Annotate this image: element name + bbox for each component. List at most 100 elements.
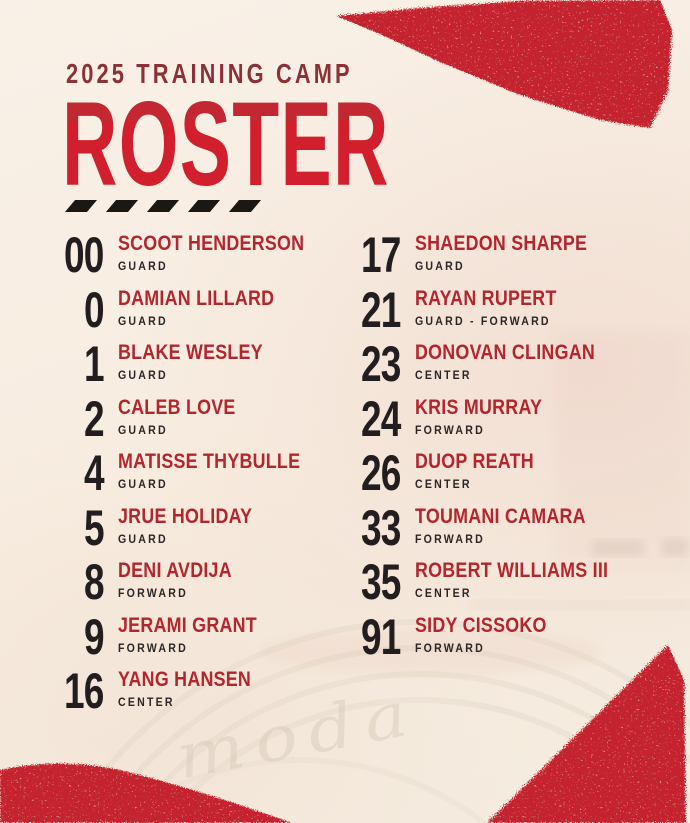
player-position: GUARD - FORWARD [415,315,551,328]
player-name: SHAEDON SHARPE [415,232,588,255]
player-name: ROBERT WILLIAMS III [415,559,609,582]
player-name: DENI AVDIJA [118,559,232,582]
roster-row: 23 DONOVAN CLINGAN CENTER [345,336,690,399]
player-name: JRUE HOLIDAY [118,504,253,528]
player-position: GUARD [118,533,168,546]
player-name: RAYAN RUPERT [415,286,557,310]
player-text: SCOOT HENDERSON GUARD [104,232,337,275]
player-position: FORWARD [118,642,188,655]
roster-row: 8 DENI AVDIJA FORWARD [0,554,345,617]
roster-row: 21 RAYAN RUPERT GUARD - FORWARD [345,281,690,345]
poster-title: ROSTER [62,77,390,211]
jersey-number: 26 [361,445,401,501]
roster-row: 91 SIDY CISSOKO FORWARD [345,608,690,672]
player-text: DUOP REATH CENTER [401,450,555,493]
player-text: DENI AVDIJA FORWARD [104,559,252,602]
bottom-left-blob-shape [0,763,292,823]
player-text: DAMIAN LILLARD GUARD [104,286,302,330]
player-position: GUARD [118,261,168,273]
player-name: TOUMANI CAMARA [415,504,586,528]
player-position: CENTER [415,479,472,491]
player-name: BLAKE WESLEY [118,341,263,364]
player-text: DONOVAN CLINGAN CENTER [401,341,627,384]
faint-pinwheel-arcs [65,619,690,823]
player-position: GUARD [415,261,465,273]
bottom-right-triangle-shape [487,645,686,823]
jersey-number: 00 [64,227,104,283]
player-position: FORWARD [415,533,485,546]
jersey-number: 16 [64,663,104,719]
roster-row: 33 TOUMANI CAMARA FORWARD [345,499,690,563]
player-text: CALEB LOVE GUARD [104,395,256,439]
player-text: RAYAN RUPERT GUARD - FORWARD [401,286,582,330]
faint-arena-photo [260,330,690,674]
player-name: DUOP REATH [415,450,534,473]
roster-row: 5 JRUE HOLIDAY GUARD [0,499,345,563]
roster-row: 2 CALEB LOVE GUARD [0,390,345,454]
player-text: YANG HANSEN CENTER [104,668,275,711]
dash-mark [64,200,98,212]
jersey-number: 35 [361,554,401,610]
player-name: YANG HANSEN [118,668,252,691]
player-name: CALEB LOVE [118,395,236,419]
jersey-number: 4 [84,445,105,501]
roster-row: 26 DUOP REATH CENTER [345,445,690,508]
player-text: JERAMI GRANT FORWARD [104,613,281,657]
player-text: MATISSE THYBULLE GUARD [104,450,332,493]
roster-row: 0 DAMIAN LILLARD GUARD [0,281,345,345]
jersey-number: 5 [84,499,105,556]
roster-column-right: 17 SHAEDON SHARPE GUARD 21 RAYAN RUPERT … [345,228,690,671]
jersey-number: 91 [361,608,401,665]
dash-mark [187,200,221,212]
player-position: CENTER [118,697,175,709]
player-text: BLAKE WESLEY GUARD [104,341,288,384]
player-text: JRUE HOLIDAY GUARD [104,504,276,548]
player-name: JERAMI GRANT [118,613,257,637]
player-position: CENTER [415,370,472,382]
jersey-number: 23 [361,336,401,392]
player-name: SCOOT HENDERSON [118,232,305,255]
player-position: CENTER [415,588,472,600]
player-position: GUARD [118,424,168,437]
jersey-number: 1 [84,336,105,392]
dash-mark [146,200,180,212]
poster-subtitle: 2025 TRAINING CAMP [66,58,353,89]
roster-row: 16 YANG HANSEN CENTER [0,663,345,726]
player-name: KRIS MURRAY [415,395,543,419]
player-name: SIDY CISSOKO [415,613,547,637]
player-name: DAMIAN LILLARD [118,286,275,310]
roster-row: 00 SCOOT HENDERSON GUARD [0,227,345,290]
roster-row: 24 KRIS MURRAY FORWARD [345,390,690,454]
player-position: FORWARD [118,588,188,600]
jersey-number: 24 [361,390,401,447]
jersey-number: 21 [361,281,401,338]
dash-mark [105,200,139,212]
player-position: GUARD [118,479,168,491]
player-position: FORWARD [415,424,485,437]
roster-row: 35 ROBERT WILLIAMS III CENTER [345,554,690,617]
roster-row: 9 JERAMI GRANT FORWARD [0,608,345,672]
dash-divider [64,200,262,212]
player-position: GUARD [118,315,168,328]
jersey-number: 17 [361,227,401,283]
player-text: TOUMANI CAMARA FORWARD [401,504,616,548]
top-right-swoosh-shape [336,0,672,128]
player-name: DONOVAN CLINGAN [415,341,596,364]
player-text: SHAEDON SHARPE GUARD [401,232,618,275]
player-position: FORWARD [415,642,485,655]
jersey-number: 33 [361,499,401,556]
roster-column-left: 00 SCOOT HENDERSON GUARD 0 DAMIAN LILLAR… [0,228,345,726]
roster-row: 1 BLAKE WESLEY GUARD [0,336,345,399]
jersey-number: 2 [84,390,105,447]
jersey-number: 0 [84,281,105,338]
jersey-number: 8 [84,554,105,610]
player-text: ROBERT WILLIAMS III CENTER [401,559,642,602]
player-position: GUARD [118,370,168,382]
player-name: MATISSE THYBULLE [118,450,301,473]
roster-row: 17 SHAEDON SHARPE GUARD [345,227,690,290]
player-text: KRIS MURRAY FORWARD [401,395,565,439]
player-text: SIDY CISSOKO FORWARD [401,613,570,657]
jersey-number: 9 [84,608,105,665]
